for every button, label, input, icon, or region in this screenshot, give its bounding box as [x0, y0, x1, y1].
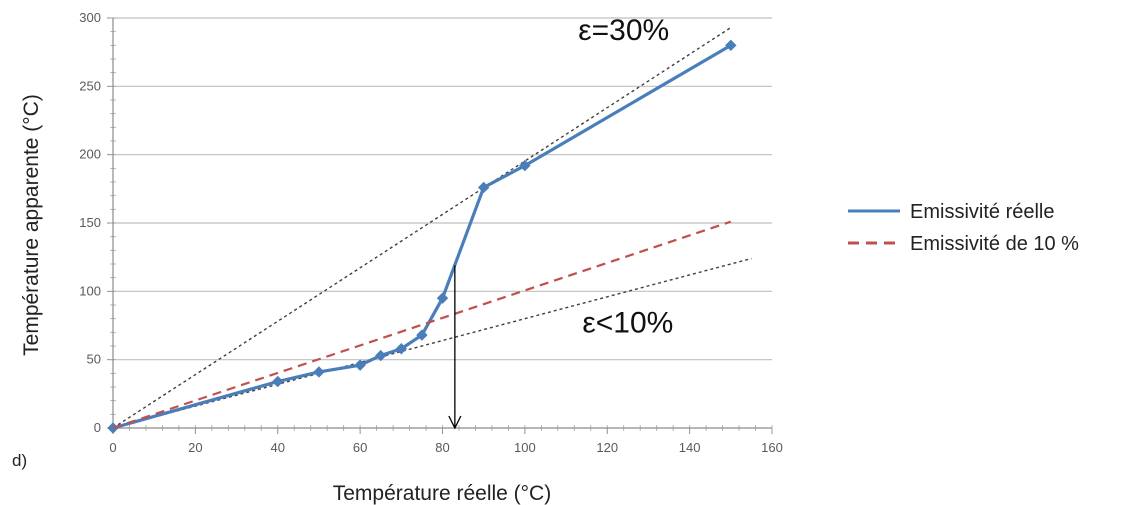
y-tick-label: 300 — [79, 10, 101, 25]
x-tick-label: 120 — [596, 440, 618, 455]
x-tick-label: 60 — [353, 440, 367, 455]
x-tick-label: 40 — [271, 440, 285, 455]
annotation: ε=30% — [578, 14, 669, 47]
y-tick-label: 100 — [79, 283, 101, 298]
x-tick-label: 80 — [435, 440, 449, 455]
x-tick-label: 20 — [188, 440, 202, 455]
legend-label: Emissivité réelle — [910, 201, 1054, 223]
reference-line — [112, 257, 752, 429]
data-point — [436, 292, 449, 304]
y-tick-label: 50 — [87, 352, 101, 367]
data-point — [313, 366, 325, 378]
data-point — [519, 159, 531, 172]
x-tick-label: 160 — [761, 440, 783, 455]
y-tick-label: 150 — [79, 215, 101, 230]
annotation: ε<10% — [582, 306, 673, 339]
data-point — [354, 359, 366, 371]
data-point — [416, 329, 428, 341]
data-point — [395, 343, 408, 355]
data-point — [375, 349, 387, 362]
y-tick-label: 200 — [79, 147, 101, 162]
x-tick-label: 100 — [514, 440, 536, 455]
y-axis-title: Température apparente (°C) — [20, 94, 43, 356]
x-tick-label: 0 — [109, 440, 116, 455]
panel-label: d) — [12, 451, 27, 470]
data-point — [477, 181, 490, 194]
y-tick-label: 0 — [94, 420, 101, 435]
series-line-10pct — [112, 220, 732, 430]
reference-line — [112, 26, 732, 429]
legend-label: Emissivité de 10 % — [910, 233, 1079, 255]
series-line-real — [112, 43, 732, 430]
x-axis-title: Température réelle (°C) — [333, 482, 551, 505]
y-tick-label: 250 — [79, 78, 101, 93]
arrow-head — [448, 415, 462, 430]
data-point — [725, 39, 737, 52]
x-tick-label: 140 — [679, 440, 701, 455]
legend: Emissivité réelle Emissivité de 10 % — [848, 201, 1079, 255]
data-point — [272, 375, 284, 388]
